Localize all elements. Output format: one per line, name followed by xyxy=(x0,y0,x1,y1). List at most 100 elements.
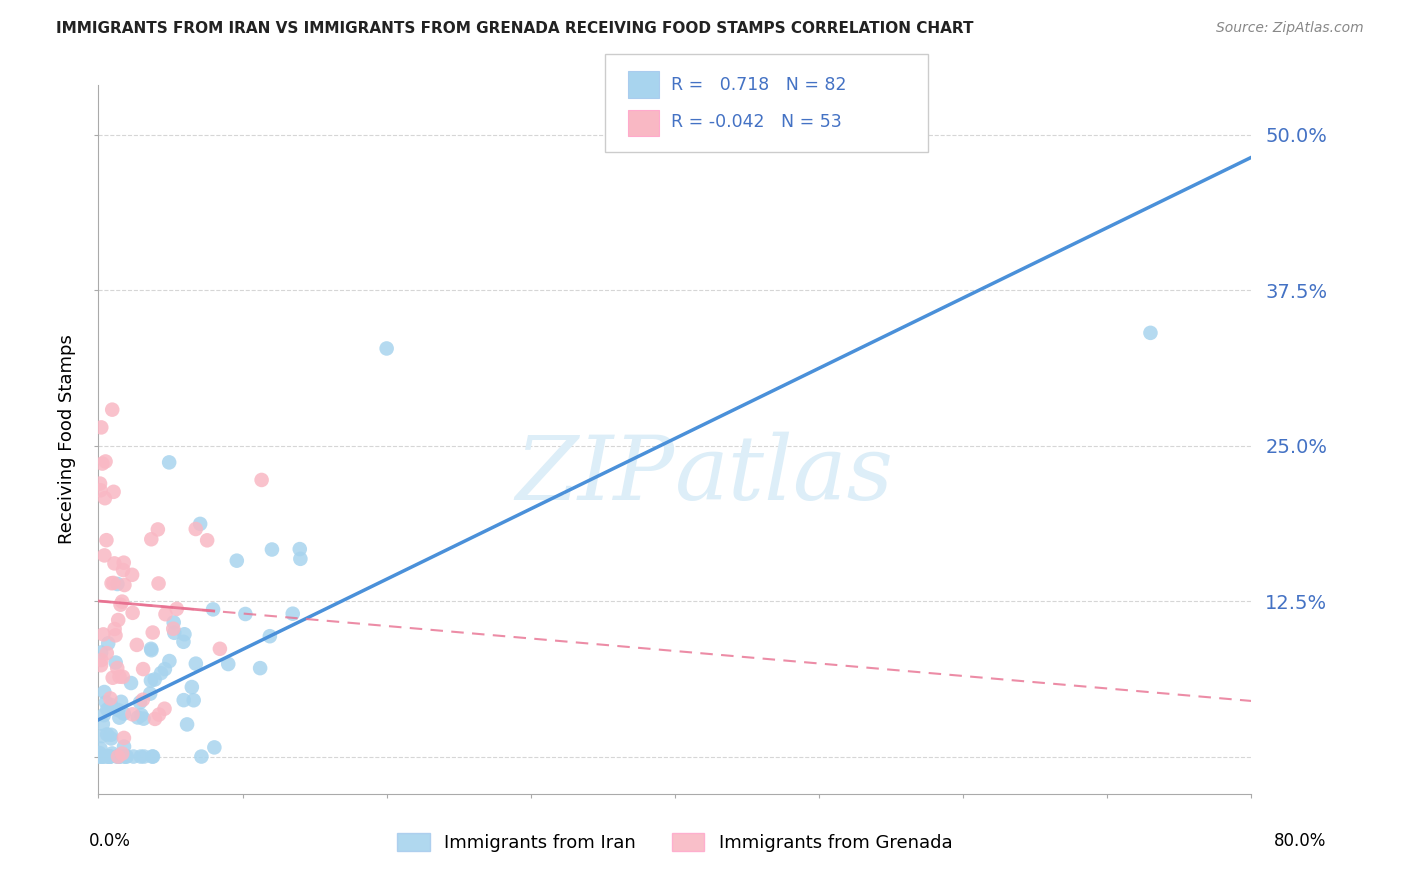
Point xyxy=(100,731,122,746)
Point xyxy=(132,749,155,764)
Point xyxy=(375,342,398,356)
Point xyxy=(150,666,173,681)
Point xyxy=(176,717,198,731)
Point xyxy=(91,749,114,764)
Point xyxy=(90,645,112,659)
Point xyxy=(111,747,134,761)
Point xyxy=(281,607,304,621)
Point xyxy=(103,575,125,590)
Point xyxy=(122,749,145,764)
Point xyxy=(225,554,247,568)
Point xyxy=(96,727,118,741)
Legend: Immigrants from Iran, Immigrants from Grenada: Immigrants from Iran, Immigrants from Gr… xyxy=(396,833,953,852)
Point xyxy=(141,533,163,547)
Point xyxy=(121,707,143,722)
Point xyxy=(142,749,165,764)
Point xyxy=(1139,326,1161,340)
Point xyxy=(131,708,153,723)
Point xyxy=(91,717,114,731)
Point xyxy=(173,693,195,707)
Point xyxy=(195,533,218,548)
Point xyxy=(90,483,112,498)
Point xyxy=(141,643,163,657)
Point xyxy=(90,749,112,764)
Point xyxy=(250,473,273,487)
Point xyxy=(108,749,131,764)
Point xyxy=(162,622,184,636)
Point xyxy=(101,747,124,761)
Point xyxy=(235,607,257,621)
Point xyxy=(107,577,129,591)
Point xyxy=(98,691,121,706)
Point xyxy=(115,749,138,764)
Point xyxy=(103,484,125,499)
Point xyxy=(208,641,231,656)
Point xyxy=(110,598,132,612)
Point xyxy=(121,567,143,582)
Point xyxy=(97,749,120,764)
Point xyxy=(98,749,121,764)
Text: atlas: atlas xyxy=(675,432,894,518)
Point xyxy=(163,615,186,630)
Point xyxy=(89,746,111,760)
Point xyxy=(114,578,136,592)
Point xyxy=(112,739,135,754)
Point xyxy=(148,707,170,722)
Point xyxy=(180,680,202,694)
Point xyxy=(93,549,115,563)
Point xyxy=(107,613,129,627)
Point xyxy=(111,670,134,684)
Point xyxy=(94,695,117,709)
Point xyxy=(290,551,312,566)
Point xyxy=(183,693,205,707)
Point xyxy=(163,625,186,640)
Point xyxy=(96,533,118,548)
Point xyxy=(188,516,211,531)
Point xyxy=(96,646,118,660)
Point xyxy=(148,576,170,591)
Point xyxy=(288,542,311,557)
Point xyxy=(107,749,129,764)
Point xyxy=(166,602,188,616)
Text: Source: ZipAtlas.com: Source: ZipAtlas.com xyxy=(1216,21,1364,36)
Point xyxy=(90,658,112,673)
Point xyxy=(107,749,129,764)
Point xyxy=(101,671,124,685)
Point xyxy=(110,695,132,709)
Point xyxy=(112,731,135,745)
Point xyxy=(108,711,131,725)
Text: 80.0%: 80.0% xyxy=(1274,832,1327,850)
Point xyxy=(112,563,135,577)
Point xyxy=(157,455,180,469)
Point xyxy=(202,740,225,755)
Point xyxy=(112,556,135,570)
Point xyxy=(153,662,176,676)
Point xyxy=(94,454,117,468)
Point xyxy=(107,703,129,717)
Point xyxy=(139,687,162,701)
Point xyxy=(249,661,271,675)
Point xyxy=(142,625,165,640)
Point xyxy=(157,654,180,668)
Point xyxy=(93,685,115,699)
Text: R =   0.718   N = 82: R = 0.718 N = 82 xyxy=(671,76,846,94)
Point xyxy=(260,542,283,557)
Point xyxy=(146,523,169,537)
Point xyxy=(104,622,127,636)
Point xyxy=(184,657,207,671)
Point xyxy=(114,749,136,764)
Point xyxy=(97,636,120,650)
Point xyxy=(190,749,212,764)
Point xyxy=(104,628,127,642)
Point xyxy=(90,653,112,667)
Point xyxy=(96,702,118,716)
Point xyxy=(153,702,176,716)
Point xyxy=(100,698,122,712)
Point xyxy=(132,712,155,726)
Point xyxy=(100,728,122,742)
Point xyxy=(98,749,121,764)
Point xyxy=(217,657,239,671)
Point xyxy=(141,749,163,764)
Text: IMMIGRANTS FROM IRAN VS IMMIGRANTS FROM GRENADA RECEIVING FOOD STAMPS CORRELATIO: IMMIGRANTS FROM IRAN VS IMMIGRANTS FROM … xyxy=(56,21,974,37)
Point xyxy=(104,656,127,670)
